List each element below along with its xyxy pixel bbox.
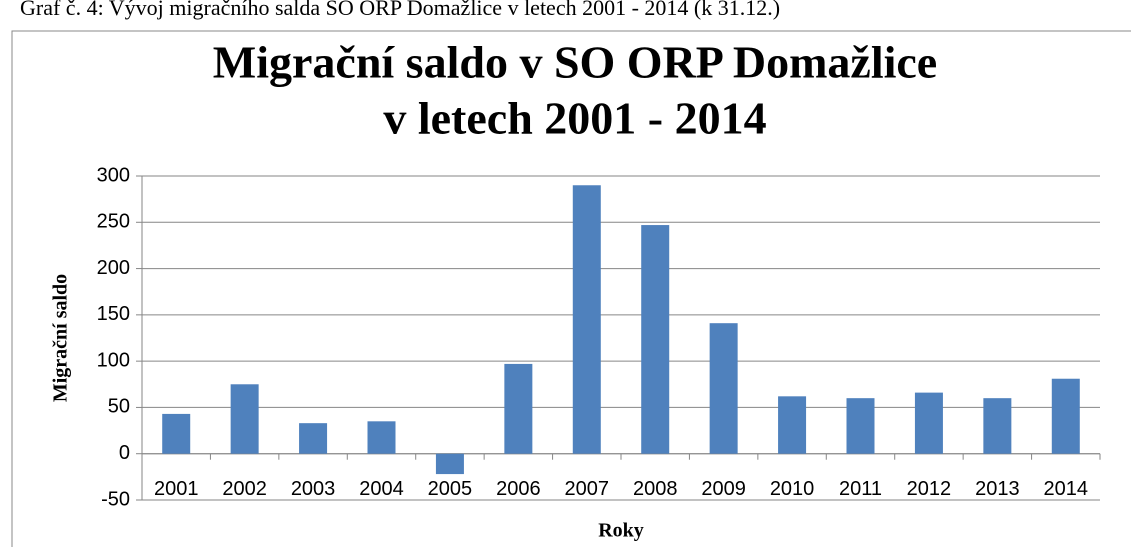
- y-tick-label: 0: [119, 442, 130, 464]
- bar: [846, 398, 875, 454]
- bar: [162, 413, 191, 454]
- x-tick-label: 2013: [975, 478, 1020, 500]
- x-tick-label: 2005: [428, 478, 473, 500]
- bar: [504, 363, 533, 454]
- x-tick-label: 2010: [770, 478, 815, 500]
- y-tick-label: 300: [97, 164, 130, 186]
- bar: [641, 225, 670, 454]
- y-tick-label: 150: [97, 303, 130, 325]
- x-tick-label: 2007: [565, 478, 610, 500]
- x-tick-label: 2009: [701, 478, 746, 500]
- bar: [299, 423, 328, 454]
- y-tick-label: 50: [108, 396, 130, 418]
- x-tick-label: 2014: [1044, 478, 1089, 500]
- y-axis-label: Migrační saldo: [50, 274, 72, 402]
- y-tick-label: 250: [97, 211, 130, 233]
- x-tick-label: 2006: [496, 478, 541, 500]
- bar: [367, 421, 396, 454]
- bar: [983, 398, 1012, 454]
- y-tick-label: 200: [97, 257, 130, 279]
- bar: [435, 453, 464, 475]
- x-tick-label: 2008: [633, 478, 678, 500]
- x-tick-label: 2001: [154, 478, 199, 500]
- chart-title: Migrační saldo v SO ORP Domažlice: [213, 37, 937, 88]
- bar: [914, 392, 943, 454]
- bar: [1051, 378, 1080, 454]
- chart-frame: [11, 30, 1131, 547]
- x-axis-label: Roky: [598, 520, 644, 542]
- y-tick-label: 100: [97, 349, 130, 371]
- bar: [709, 323, 738, 454]
- x-tick-label: 2002: [222, 478, 267, 500]
- caption: Graf č. 4: Vývoj migračního salda SO ORP…: [20, 0, 780, 20]
- bar: [230, 384, 259, 454]
- y-tick-label: -50: [101, 488, 130, 510]
- x-tick-label: 2011: [839, 478, 882, 500]
- bar: [572, 185, 601, 454]
- x-tick-label: 2003: [291, 478, 336, 500]
- x-tick-label: 2004: [359, 478, 404, 500]
- x-tick-label: 2012: [907, 478, 952, 500]
- bar: [778, 396, 807, 454]
- chart-title: v letech 2001 - 2014: [383, 93, 766, 144]
